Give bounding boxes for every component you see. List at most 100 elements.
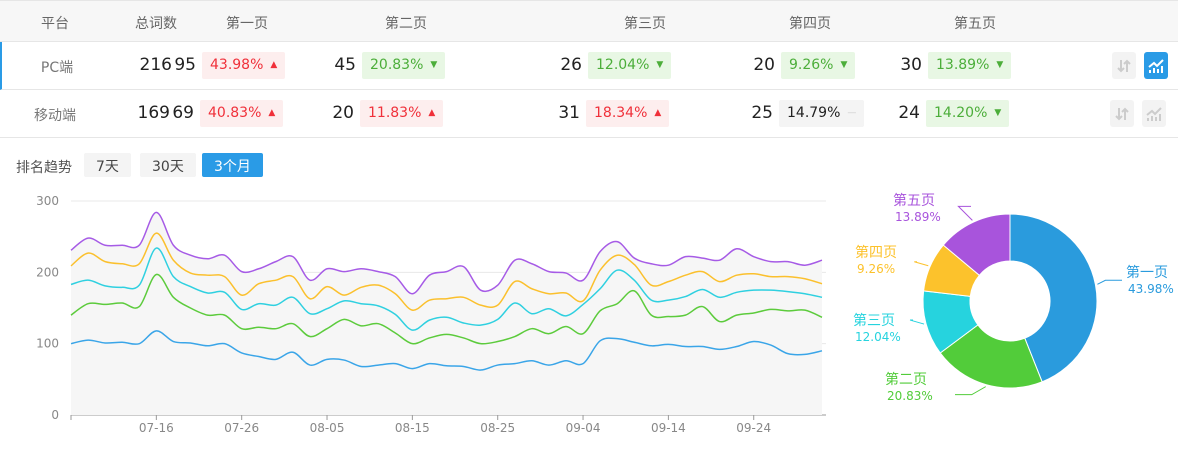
- table-row[interactable]: 移动端 169 69 40.83% ▲ 20 11.83% ▲ 31 18.34% ▲ 25 14.79…: [0, 90, 1178, 138]
- slice-percent: 12.04%: [855, 330, 901, 344]
- range-7d-button[interactable]: 7天: [84, 153, 131, 177]
- total-count: 216: [139, 55, 172, 75]
- page-percent-badge: 14.20% ▼: [926, 100, 1010, 127]
- x-tick-label: 08-05: [310, 421, 345, 435]
- trend-line-chart: 0 100 200 300 07-16 07-26 08-05 08-15 08-25 09-04…: [36, 194, 826, 435]
- page-percent-badge: 40.83% ▲: [200, 100, 284, 127]
- page-count: 30: [900, 55, 922, 75]
- donut-slice[interactable]: [1009, 213, 1098, 383]
- slice-label: 第一页: [1126, 264, 1168, 281]
- label-leader-line: [955, 386, 986, 396]
- arrow-down-icon: ▼: [430, 60, 438, 70]
- y-tick-label: 200: [36, 265, 59, 279]
- area-fill: [71, 212, 822, 415]
- arrow-up-icon: ▲: [268, 108, 276, 118]
- y-tick-label: 0: [51, 408, 59, 422]
- x-tick-label: 07-16: [139, 421, 174, 435]
- label-leader-line: [957, 205, 973, 221]
- label-leader-line: [914, 261, 929, 267]
- trend-label: 排名趋势: [16, 160, 72, 176]
- series-line-2: [70, 273, 823, 345]
- percent-value: 11.83%: [368, 105, 422, 121]
- page-count: 20: [332, 103, 354, 123]
- percent-value: 40.83%: [208, 105, 262, 121]
- page-count: 45: [334, 55, 356, 75]
- platform-name: PC端: [40, 60, 74, 76]
- page-count: 31: [558, 103, 580, 123]
- label-leader-line: [1097, 279, 1122, 285]
- slice-percent: 9.26%: [857, 262, 895, 276]
- page-percent-badge: 14.79% —: [779, 100, 865, 127]
- page-percent-badge: 12.04% ▼: [588, 52, 672, 79]
- page-count: 26: [560, 55, 582, 75]
- donut-slice[interactable]: [942, 213, 1011, 276]
- page-percent-badge: 18.34% ▲: [586, 100, 670, 127]
- percent-value: 18.34%: [594, 105, 648, 121]
- header-page4: 第四页: [789, 16, 831, 32]
- slice-label: 第三页: [853, 312, 895, 329]
- donut-slice[interactable]: [939, 324, 1043, 389]
- percent-value: 9.26%: [789, 57, 834, 73]
- platform-name: 移动端: [34, 108, 76, 124]
- percent-value: 14.20%: [934, 105, 988, 121]
- table-row[interactable]: PC端 216 95 43.98% ▲ 45 20.83% ▼ 26 12.04% ▼ 20 9.26%…: [0, 42, 1178, 90]
- page-percent-badge: 43.98% ▲: [202, 52, 286, 79]
- percent-value: 14.79%: [787, 105, 841, 121]
- header-page3: 第三页: [624, 16, 666, 32]
- header-platform: 平台: [41, 16, 69, 32]
- trend-chart-icon[interactable]: [1144, 52, 1168, 79]
- page-count: 25: [751, 103, 773, 123]
- header-page2: 第二页: [385, 16, 427, 32]
- table-header: 平台 总词数 第一页 第二页 第三页 第四页 第五页: [0, 0, 1178, 42]
- slice-percent: 13.89%: [895, 210, 941, 224]
- x-tick-label: 09-04: [566, 421, 601, 435]
- range-3m-button[interactable]: 3个月: [202, 153, 263, 177]
- arrow-up-icon: ▲: [270, 60, 278, 70]
- header-page5: 第五页: [954, 16, 996, 32]
- page-percent-badge: 9.26% ▼: [781, 52, 856, 79]
- x-tick-label: 09-24: [736, 421, 771, 435]
- page-percent-badge: 20.83% ▼: [362, 52, 446, 79]
- percent-value: 12.04%: [596, 57, 650, 73]
- y-tick-label: 300: [36, 194, 59, 208]
- page-percent-badge: 13.89% ▼: [928, 52, 1012, 79]
- series-line-5: [70, 211, 823, 295]
- arrow-down-icon: ▼: [656, 60, 664, 70]
- page-count: 20: [753, 55, 775, 75]
- percent-value: 43.98%: [210, 57, 264, 73]
- arrow-down-icon: ▼: [994, 108, 1002, 118]
- series-line-1: [70, 330, 823, 371]
- header-total: 总词数: [135, 16, 177, 32]
- x-tick-label: 09-14: [651, 421, 686, 435]
- arrow-down-icon: ▼: [840, 60, 848, 70]
- range-30d-button[interactable]: 30天: [140, 153, 196, 177]
- slice-label: 第五页: [893, 192, 935, 209]
- sort-icon[interactable]: [1110, 100, 1134, 127]
- arrow-up-icon: ▲: [428, 108, 436, 118]
- y-tick-label: 100: [36, 337, 59, 351]
- arrow-down-icon: ▼: [996, 60, 1004, 70]
- series-line-4: [70, 232, 823, 311]
- series-line-3: [70, 247, 823, 331]
- x-tick-label: 08-15: [395, 421, 430, 435]
- slice-percent: 43.98%: [1128, 282, 1174, 296]
- x-tick-label: 08-25: [480, 421, 515, 435]
- total-count: 169: [137, 103, 170, 123]
- page-count: 69: [172, 103, 194, 123]
- dash-icon: —: [847, 108, 857, 118]
- page-percent-badge: 11.83% ▲: [360, 100, 444, 127]
- slice-label: 第四页: [855, 244, 897, 261]
- arrow-up-icon: ▲: [654, 108, 662, 118]
- percent-value: 13.89%: [936, 57, 990, 73]
- sort-icon[interactable]: [1112, 52, 1136, 79]
- x-tick-label: 07-26: [224, 421, 259, 435]
- trend-chart-icon[interactable]: [1142, 100, 1166, 127]
- label-leader-line: [909, 319, 925, 325]
- percent-value: 20.83%: [370, 57, 424, 73]
- page-count: 24: [898, 103, 920, 123]
- slice-percent: 20.83%: [887, 389, 933, 403]
- slice-label: 第二页: [885, 371, 927, 388]
- page-count: 95: [174, 55, 196, 75]
- header-page1: 第一页: [226, 16, 268, 32]
